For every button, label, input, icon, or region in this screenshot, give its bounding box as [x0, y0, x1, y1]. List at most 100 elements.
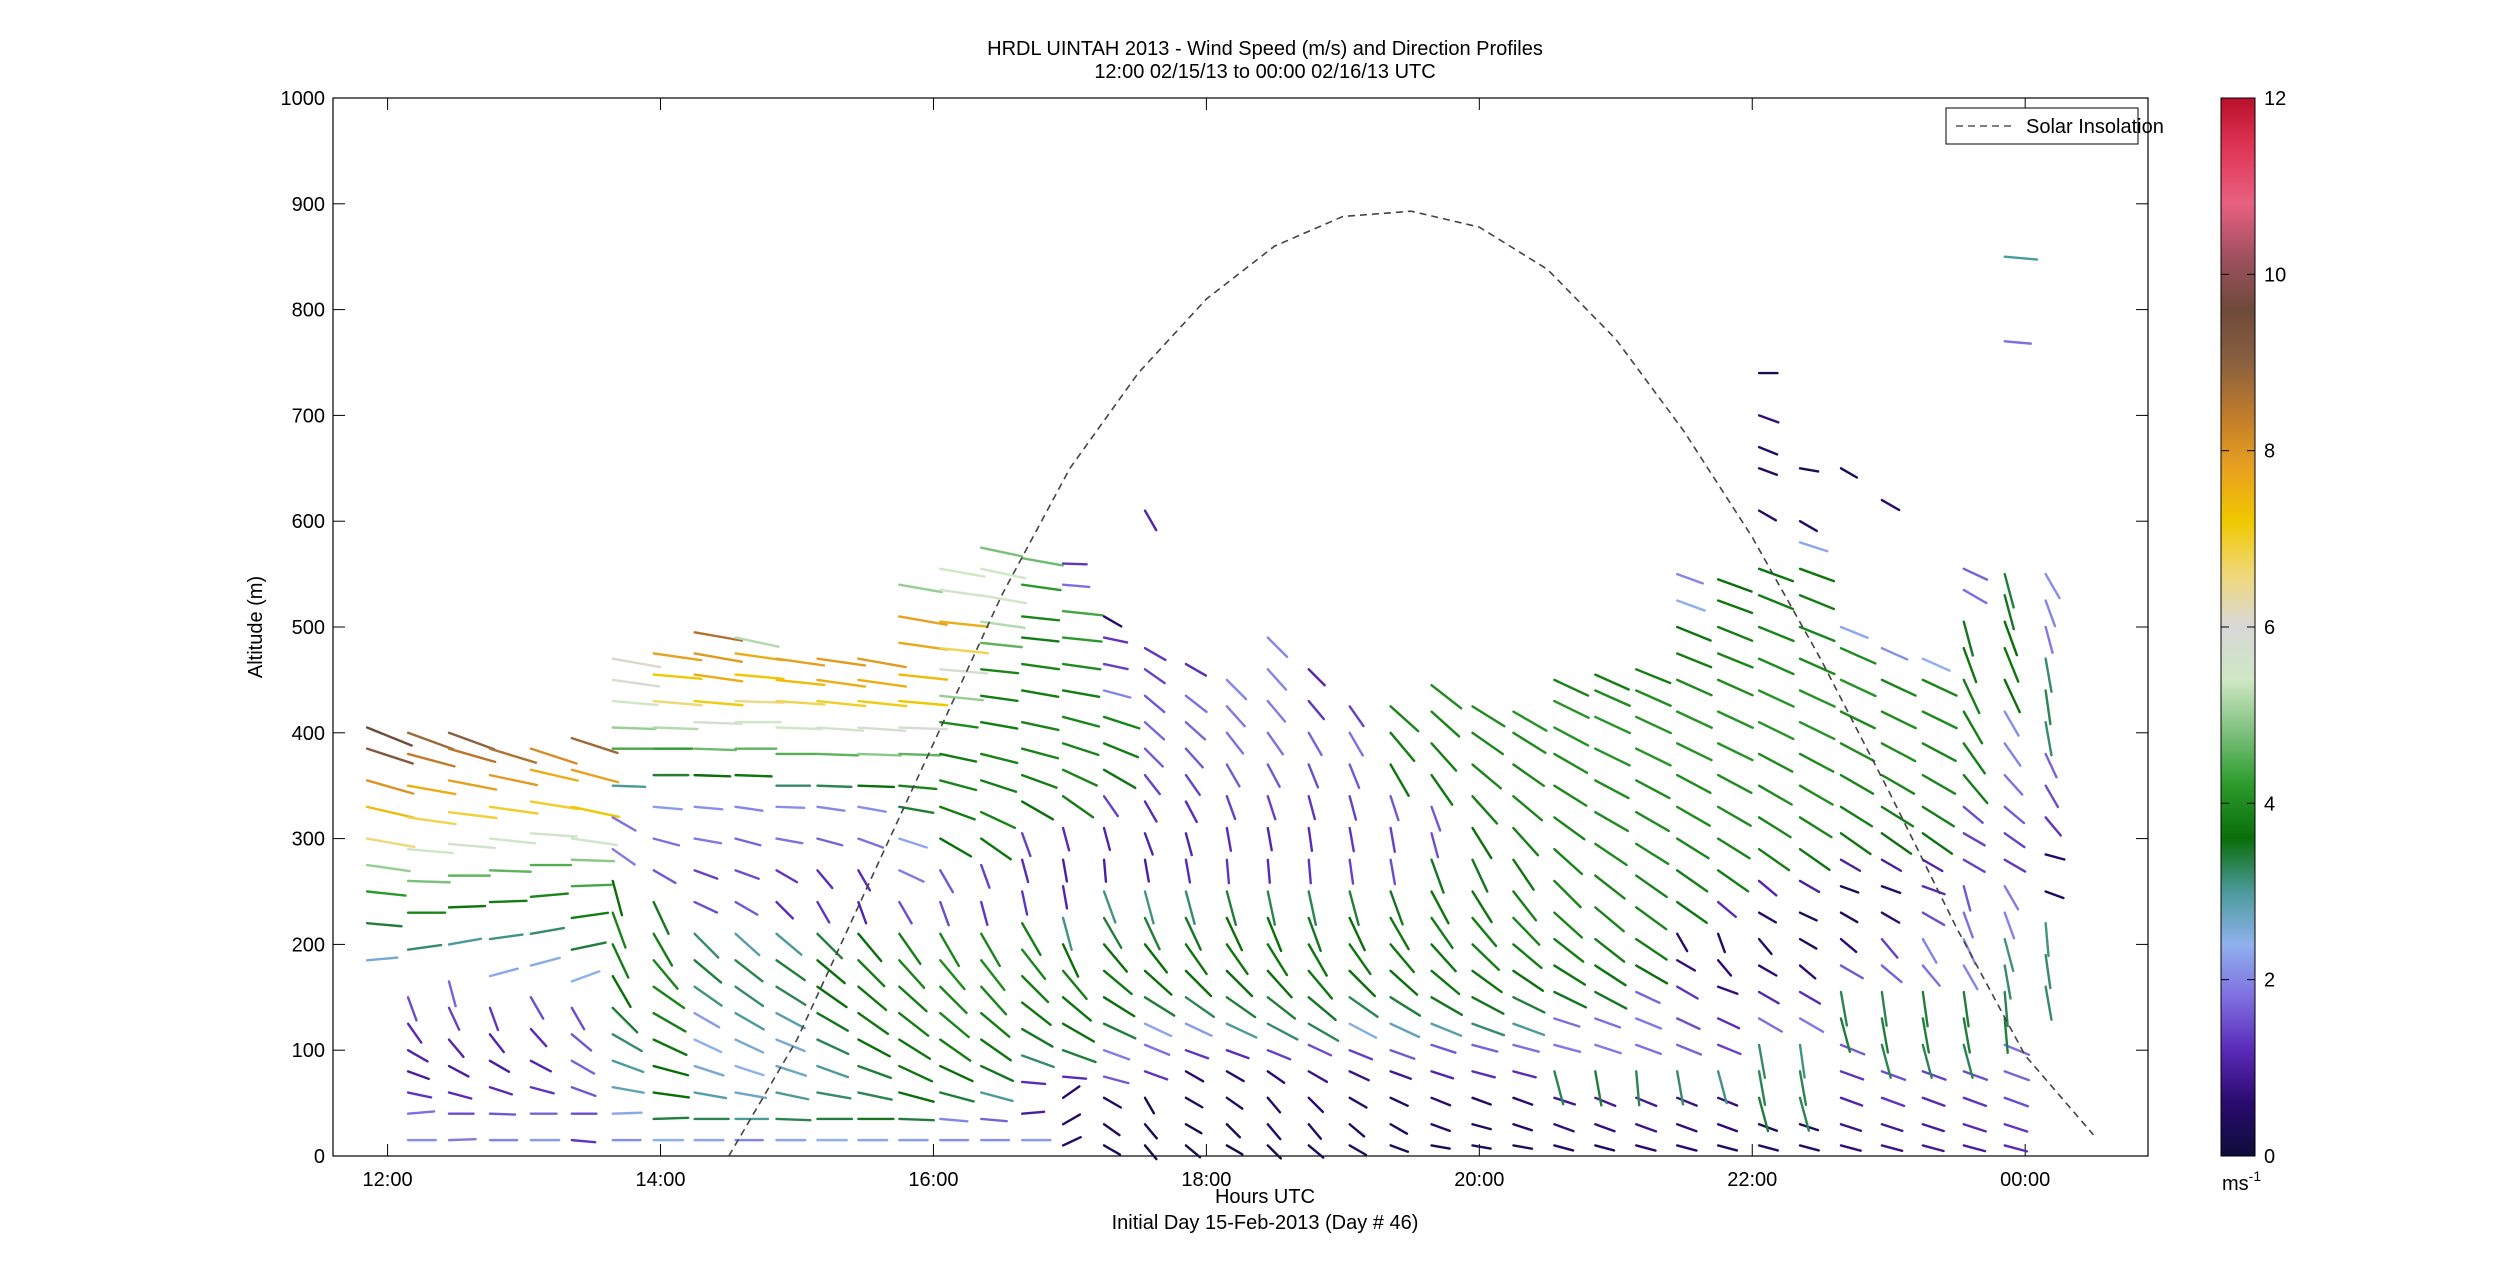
wind-vector [570, 805, 620, 819]
wind-vector [1553, 699, 1590, 719]
wind-vector [939, 668, 989, 675]
wind-vector [939, 567, 986, 578]
wind-vector [1553, 1043, 1582, 1054]
wind-vector [488, 805, 539, 815]
wind-vector [1880, 1144, 1904, 1153]
wind-vector [1266, 858, 1272, 884]
wind-vector [1716, 869, 1750, 893]
y-tick-label: 400 [292, 723, 325, 745]
wind-vector [406, 1048, 429, 1063]
wind-vector [1594, 874, 1626, 900]
wind-vector [1757, 657, 1795, 676]
wind-vector [939, 1064, 974, 1083]
wind-vector [1184, 1070, 1205, 1083]
wind-vector [2003, 964, 2012, 1000]
wind-vector [1471, 763, 1503, 790]
wind-vector [570, 736, 619, 755]
wind-vector [2003, 990, 2009, 1028]
wind-vector [1430, 943, 1457, 973]
wind-vector [365, 837, 416, 849]
wind-vector [1184, 1144, 1202, 1159]
wind-vector [1020, 636, 1060, 643]
wind-vector [1348, 996, 1379, 1018]
wind-vector [1184, 996, 1215, 1018]
wind-vector [1471, 916, 1498, 948]
wind-vector [1430, 773, 1454, 806]
wind-vector [1553, 678, 1590, 697]
wind-vector [611, 974, 632, 1009]
wind-vector [1962, 1017, 1971, 1054]
wind-vector [816, 932, 844, 960]
wind-vector [693, 773, 732, 778]
x-tick-label: 14:00 [635, 1169, 685, 1191]
wind-vector [1757, 1096, 1770, 1133]
wind-vector [611, 1006, 639, 1034]
wind-vector [652, 805, 684, 811]
wind-vector [1880, 1070, 1907, 1081]
wind-vector [488, 1006, 500, 1032]
wind-vector [693, 747, 738, 752]
wind-vector [1798, 721, 1836, 741]
wind-vector [857, 657, 907, 669]
wind-vector [1675, 710, 1713, 729]
wind-vector [1962, 773, 1989, 805]
wind-vector [980, 1117, 1008, 1123]
wind-vector [1798, 594, 1836, 611]
wind-vector [488, 1059, 511, 1073]
wind-vector [1389, 1070, 1412, 1080]
wind-vector [939, 985, 968, 1015]
wind-vector [1512, 763, 1546, 788]
wind-vector [1962, 1070, 1989, 1081]
wind-vector [1143, 1144, 1158, 1161]
wind-vector [1389, 858, 1397, 886]
wind-vector [1635, 1017, 1663, 1030]
wind-vector [980, 752, 1019, 765]
wind-vector [734, 932, 761, 957]
wind-vector [365, 956, 399, 962]
wind-vector [652, 900, 670, 936]
wind-vector [611, 816, 637, 832]
wind-vector [1675, 1144, 1698, 1152]
wind-vector [734, 837, 762, 847]
wind-vector [570, 1006, 586, 1031]
wind-vector [652, 1091, 691, 1099]
wind-vector [857, 985, 888, 1012]
wind-vector [1880, 1123, 1904, 1133]
wind-vector [1675, 959, 1697, 972]
wind-vector [898, 1064, 934, 1083]
wind-vector [1757, 689, 1795, 708]
y-tick-label: 1000 [281, 88, 326, 110]
wind-vector [857, 1064, 892, 1080]
wind-vector [1512, 795, 1544, 822]
wind-vector [693, 837, 723, 845]
wind-vector [2044, 922, 2050, 958]
x-axis-sublabel: Initial Day 15-Feb-2013 (Day # 46) [1112, 1212, 1419, 1234]
wind-vector [1757, 816, 1792, 839]
wind-vector [1716, 742, 1754, 762]
wind-vector [1020, 1054, 1055, 1069]
wind-vector [1716, 1096, 1739, 1107]
wind-vector [1716, 1123, 1739, 1133]
wind-vector [1839, 773, 1875, 795]
wind-vector [1880, 832, 1913, 855]
wind-vector [1389, 996, 1422, 1017]
wind-vector [1102, 890, 1117, 924]
wind-vector [1102, 1144, 1122, 1156]
wind-vector [980, 641, 1023, 649]
wind-vector [1266, 1123, 1282, 1141]
wind-vector [611, 726, 657, 731]
wind-vector [1512, 943, 1543, 970]
wind-vector [652, 959, 679, 990]
wind-vector [857, 752, 902, 757]
wind-vector [980, 900, 989, 927]
wind-vector [1266, 916, 1283, 953]
wind-vector [1225, 1070, 1245, 1083]
wind-vector [980, 668, 1020, 675]
wind-vector [1061, 562, 1088, 566]
wind-vector [1471, 826, 1493, 860]
wind-vector [1798, 816, 1833, 839]
wind-vector [570, 1086, 597, 1098]
wind-vector [570, 1033, 593, 1052]
wind-vector [365, 726, 413, 747]
wind-vector [1553, 816, 1586, 841]
